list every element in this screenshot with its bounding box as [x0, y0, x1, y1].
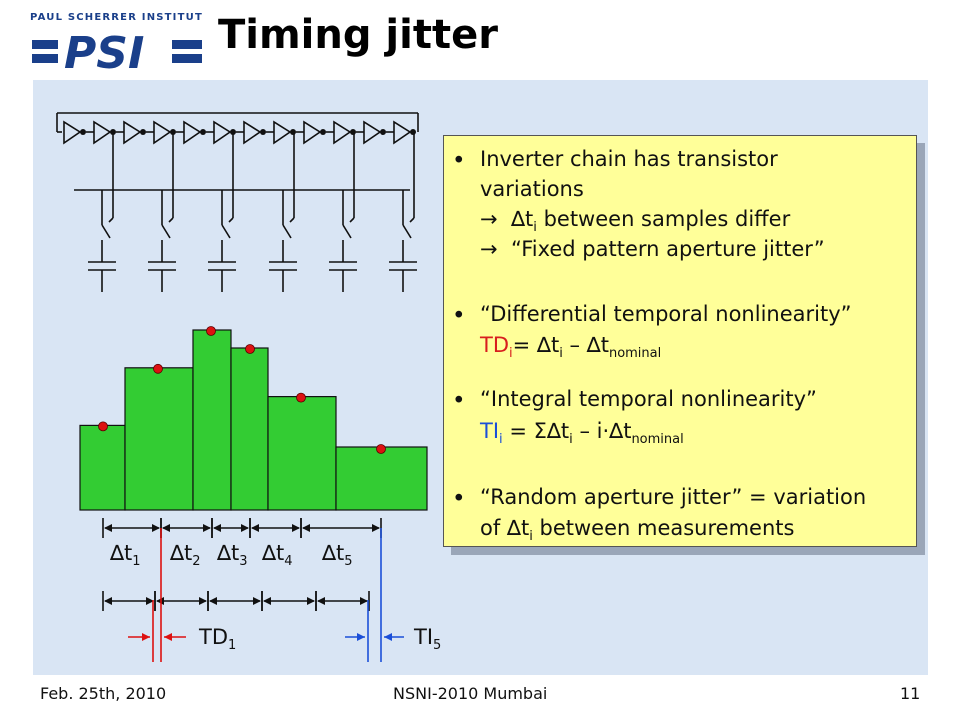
bullet-2-line-2: TDi= ∆ti – ∆tnominal [480, 333, 662, 362]
inverter-node [260, 129, 266, 135]
interval-label-5: ∆t5 [322, 541, 353, 570]
nominal-interval-arrow [154, 591, 209, 611]
bullet-4-line-2: of ∆ti between measurements [480, 516, 795, 545]
inverter-node [350, 129, 356, 135]
inverter-symbol [273, 120, 292, 145]
bullet-1-line-1: Inverter chain has transistor [480, 147, 778, 171]
inverter-node [380, 129, 386, 135]
interval-label-1: ∆t1 [110, 541, 141, 570]
inverter-symbol [363, 120, 382, 145]
inverter-node [410, 129, 416, 135]
interval-arrow [160, 518, 213, 538]
interval-label-3: ∆t3 [217, 541, 248, 570]
bullet-2-dot: • [452, 303, 466, 329]
inverter-node [140, 129, 146, 135]
inverter-symbol [123, 120, 142, 145]
sample-point [206, 326, 216, 336]
inverter-symbol [93, 120, 112, 145]
sample-point [245, 344, 255, 354]
inverter-symbol [153, 120, 172, 145]
nominal-interval-arrow [261, 591, 317, 611]
sample-capacitors [88, 132, 417, 292]
jitter-bar [230, 347, 269, 511]
jitter-bar [124, 367, 194, 511]
nominal-interval-arrow [102, 591, 156, 611]
bullet-4-line-1: “Random aperture jitter” = variation [480, 485, 867, 509]
sample-point [296, 392, 306, 403]
footer-event: NSNI-2010 Mumbai [393, 684, 548, 703]
interval-label-4: ∆t4 [262, 541, 293, 570]
nominal-interval-arrows [102, 591, 370, 611]
nominal-interval-arrow [207, 591, 263, 611]
inverter-node [80, 129, 86, 135]
bullet-1-line-2: variations [480, 177, 584, 201]
psi-logo: PAUL SCHERRER INSTITUT PSI [30, 12, 205, 74]
interval-arrows [102, 518, 382, 538]
bullet-1-dot: • [452, 148, 466, 174]
bullet-3-dot: • [452, 388, 466, 414]
inverter-symbol [393, 120, 412, 145]
footer-date: Feb. 25th, 2010 [40, 684, 167, 703]
inverter-node [320, 129, 326, 135]
page-number: 11 [900, 684, 921, 703]
jitter-bar [267, 396, 337, 511]
interval-label-2: ∆t2 [170, 541, 201, 570]
td-marker [128, 528, 186, 662]
inverter-symbol [243, 120, 262, 145]
ti-label: TI5 [414, 625, 442, 654]
inverter-node [290, 129, 296, 135]
sample-point [153, 363, 163, 374]
inverter-symbol [303, 120, 322, 145]
page-title: Timing jitter [218, 12, 498, 58]
psi-logo-graphic: PSI [32, 28, 202, 74]
interval-arrow [102, 518, 162, 538]
interval-arrow [211, 518, 251, 538]
interval-arrow [249, 518, 302, 538]
bullet-3-line-2: TIi = Σ∆ti – i·∆tnominal [480, 419, 684, 448]
sample-point [98, 421, 108, 432]
interval-arrow [300, 518, 382, 538]
bullet-3-line-1: “Integral temporal nonlinearity” [480, 387, 817, 411]
bullet-1-line-3: → ∆ti between samples differ [480, 207, 791, 236]
inverter-node [200, 129, 206, 135]
institute-name: PAUL SCHERRER INSTITUT [30, 12, 203, 23]
bullet-1-line-4: → “Fixed pattern aperture jitter” [480, 237, 825, 261]
nominal-interval-arrow [315, 591, 370, 611]
inverter-symbol [213, 120, 232, 145]
jitter-bars [79, 326, 428, 511]
bullet-4-dot: • [452, 486, 466, 512]
inverter-symbol [183, 120, 202, 145]
ti-marker [345, 528, 404, 662]
sample-point [376, 444, 386, 454]
bullet-2-line-1: “Differential temporal nonlinearity” [480, 302, 852, 326]
td-label: TD1 [199, 625, 237, 654]
jitter-bar [335, 446, 428, 511]
inverter-symbol [333, 120, 352, 145]
jitter-bar [192, 329, 232, 511]
inverter-symbol [63, 120, 82, 145]
inverter-chain [56, 112, 419, 191]
psi-letters: PSI [64, 28, 144, 74]
explanation-note: • Inverter chain has transistor variatio… [443, 135, 917, 547]
jitter-bar [79, 424, 126, 511]
